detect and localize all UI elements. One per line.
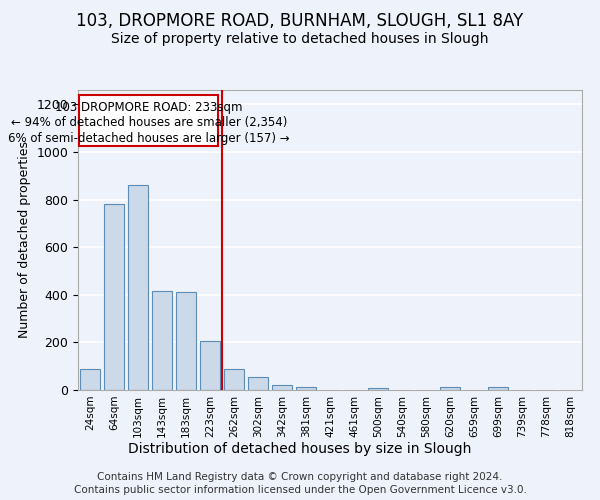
Text: ← 94% of detached houses are smaller (2,354): ← 94% of detached houses are smaller (2,… [11,116,287,129]
Bar [272,385,292,390]
Bar [440,388,460,390]
Text: Contains HM Land Registry data © Crown copyright and database right 2024.: Contains HM Land Registry data © Crown c… [97,472,503,482]
FancyBboxPatch shape [79,95,218,146]
Bar [104,204,124,390]
Bar [296,386,316,390]
Bar [176,292,196,390]
Bar [224,369,244,390]
Bar [368,388,388,390]
Y-axis label: Number of detached properties: Number of detached properties [18,142,31,338]
Text: Distribution of detached houses by size in Slough: Distribution of detached houses by size … [128,442,472,456]
Text: 103, DROPMORE ROAD, BURNHAM, SLOUGH, SL1 8AY: 103, DROPMORE ROAD, BURNHAM, SLOUGH, SL1… [76,12,524,30]
Bar [200,342,220,390]
Text: Size of property relative to detached houses in Slough: Size of property relative to detached ho… [111,32,489,46]
Text: 6% of semi-detached houses are larger (157) →: 6% of semi-detached houses are larger (1… [8,132,290,144]
Bar [128,185,148,390]
Bar [488,388,508,390]
Bar [248,377,268,390]
Text: 103 DROPMORE ROAD: 233sqm: 103 DROPMORE ROAD: 233sqm [55,100,242,114]
Bar [152,292,172,390]
Bar [80,369,100,390]
Text: Contains public sector information licensed under the Open Government Licence v3: Contains public sector information licen… [74,485,526,495]
